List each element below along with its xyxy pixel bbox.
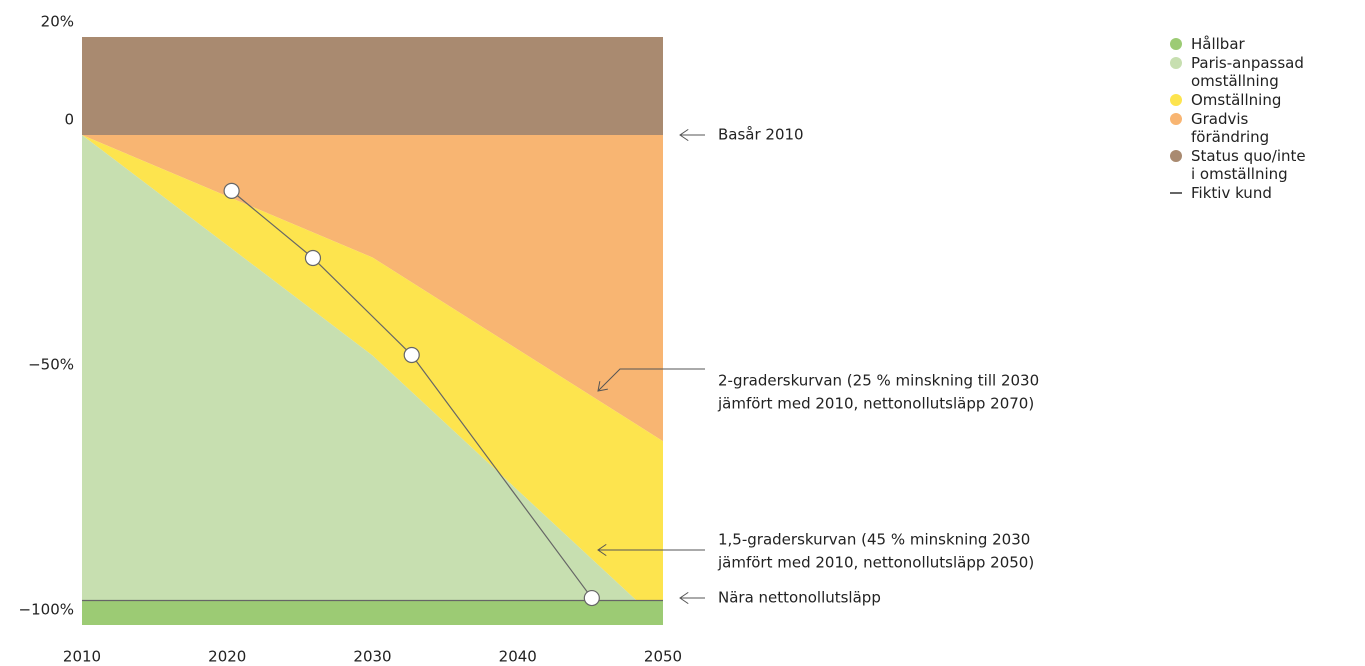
legend-label: Status quo/inte i omställning — [1191, 147, 1306, 183]
annotation-text: 2-graderskurvan (25 % minskning till 203… — [718, 372, 1039, 390]
y-tick-label: −50% — [28, 356, 74, 374]
y-tick-label: 20% — [41, 13, 74, 31]
x-tick-label: 2020 — [208, 648, 246, 666]
legend-item: Fiktiv kund — [1170, 184, 1360, 202]
y-tick-label: 0 — [64, 111, 74, 129]
annotation-arrow — [597, 368, 705, 392]
legend-item: Status quo/inte i omställning — [1170, 147, 1360, 183]
legend-swatch — [1170, 38, 1182, 50]
customer-point — [583, 589, 600, 607]
legend-item: Hållbar — [1170, 35, 1360, 53]
annotation-text: jämfört med 2010, nettonollutsläpp 2050) — [717, 554, 1034, 572]
customer-point — [403, 346, 420, 364]
legend-label: Gradvis förändring — [1191, 110, 1270, 146]
area-band — [82, 37, 663, 135]
arrow-head — [597, 543, 607, 557]
area-band — [82, 135, 663, 625]
legend-swatch — [1170, 57, 1182, 69]
area-band — [82, 135, 663, 442]
customer-line — [231, 190, 593, 599]
legend-swatch — [1170, 94, 1182, 106]
legend-swatch — [1170, 113, 1182, 125]
x-tick-label: 2030 — [353, 648, 391, 666]
y-tick-label: −100% — [19, 601, 74, 619]
arrow-head — [597, 381, 608, 392]
customer-point — [223, 182, 240, 199]
customer-point — [304, 249, 322, 267]
legend-label: Paris-anpassad omställning — [1191, 54, 1304, 90]
annotation-text: 1,5-graderskurvan (45 % minskning 2030 — [718, 531, 1030, 549]
arrow-head — [679, 591, 689, 605]
legend-swatch — [1170, 150, 1182, 162]
legend-label: Omställning — [1191, 91, 1282, 109]
legend-item: Omställning — [1170, 91, 1360, 109]
x-tick-label: 2050 — [644, 648, 682, 666]
annotation-text: Basår 2010 — [718, 126, 804, 144]
x-tick-label: 2040 — [499, 648, 537, 666]
x-tick-label: 2010 — [63, 648, 101, 666]
legend-label: Hållbar — [1191, 35, 1245, 53]
area-band — [82, 600, 663, 625]
legend-swatch — [1170, 192, 1182, 194]
area-band — [82, 135, 663, 625]
legend-item: Gradvis förändring — [1170, 110, 1360, 146]
legend: Hållbar Paris-anpassad omställning Omställ… — [1170, 35, 1360, 203]
legend-label: Fiktiv kund — [1191, 184, 1272, 202]
arrow-head — [679, 128, 689, 142]
legend-item: Paris-anpassad omställning — [1170, 54, 1360, 90]
annotation-text: Nära nettonollutsläpp — [718, 589, 881, 607]
annotation-text: jämfört med 2010, nettonollutsläpp 2070) — [717, 395, 1034, 413]
